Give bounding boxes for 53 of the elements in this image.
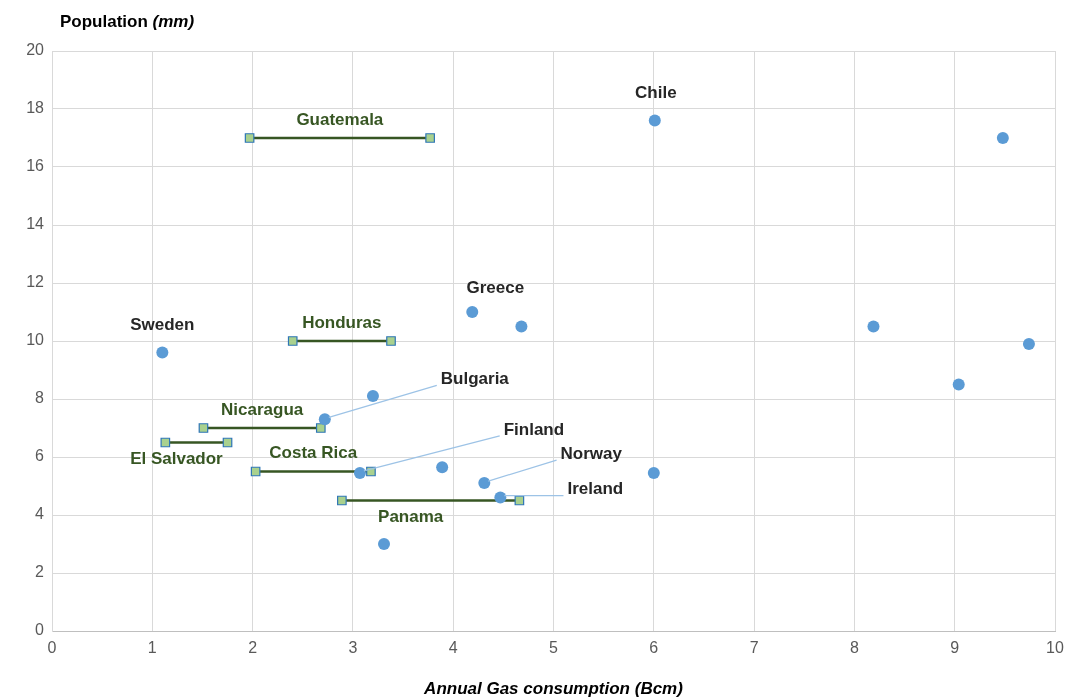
point	[952, 378, 965, 391]
y-tick-label: 0	[35, 621, 45, 639]
point	[466, 306, 479, 318]
point	[867, 320, 880, 333]
x-tick-label: 10	[1046, 639, 1064, 657]
x-tick-label: 7	[749, 639, 759, 657]
x-tick-label: 6	[649, 639, 659, 657]
point	[366, 390, 379, 403]
annotation: Norway	[560, 443, 623, 463]
y-tick-label: 18	[26, 99, 45, 117]
x-tick-label: 9	[950, 639, 960, 657]
series-label: Nicaragua	[221, 399, 304, 419]
y-tick-label: 8	[35, 389, 45, 407]
point	[478, 477, 491, 490]
series-label: Panama	[378, 507, 444, 527]
annotation: Ireland	[567, 479, 624, 499]
point	[318, 413, 331, 426]
point	[377, 538, 390, 550]
x-tick-label: 2	[248, 639, 258, 657]
x-axis-title: Annual Gas consumption (Bcm)	[423, 678, 684, 698]
x-tick-label: 5	[549, 639, 559, 657]
point	[515, 320, 528, 333]
annotation: Chile	[635, 83, 677, 103]
y-tick-label: 2	[35, 563, 45, 581]
y-axis-title: Population (mm)	[60, 11, 195, 31]
series-label: El Salvador	[130, 449, 224, 469]
annotation: Bulgaria	[440, 368, 510, 388]
series-label: Costa Rica	[269, 443, 358, 463]
series-label: Guatemala	[296, 109, 384, 129]
y-tick-label: 16	[26, 157, 45, 175]
point	[648, 114, 661, 127]
annotation: Sweden	[130, 315, 195, 335]
point	[494, 491, 507, 504]
point	[353, 466, 366, 479]
y-tick-label: 12	[26, 273, 45, 291]
y-tick-label: 4	[35, 505, 45, 523]
x-tick-label: 0	[47, 639, 57, 657]
point	[436, 461, 449, 474]
annotation: Greece	[466, 277, 525, 297]
point	[156, 346, 169, 359]
y-tick-label: 6	[35, 447, 45, 465]
point	[1022, 337, 1035, 350]
y-tick-label: 10	[26, 331, 45, 349]
y-tick-label: 20	[26, 41, 45, 59]
annotation: Finland	[503, 419, 565, 439]
x-tick-label: 1	[147, 639, 157, 657]
x-tick-label: 8	[849, 639, 859, 657]
x-tick-label: 3	[348, 639, 358, 657]
point	[647, 466, 660, 479]
series-label: Honduras	[302, 312, 382, 332]
x-tick-label: 4	[448, 639, 458, 657]
point	[996, 132, 1009, 144]
y-tick-label: 14	[26, 215, 45, 233]
